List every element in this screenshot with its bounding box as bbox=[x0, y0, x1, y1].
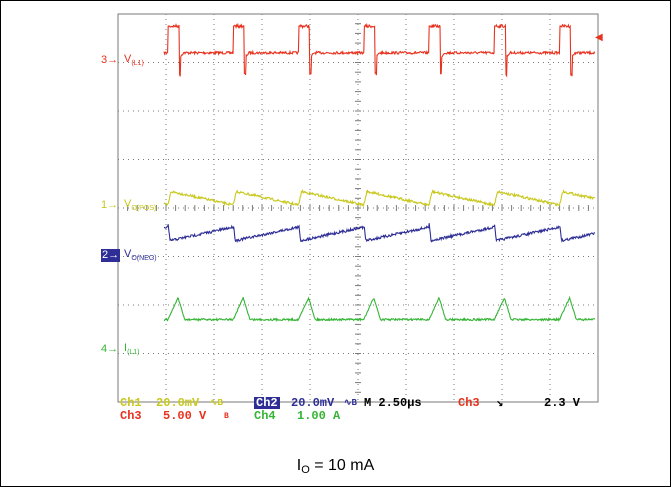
ch3-readout-scale: 5.00 V bbox=[163, 409, 207, 423]
trigger-slope-icon: ↘ bbox=[496, 396, 504, 410]
ch2-readout-name: Ch2 bbox=[254, 396, 280, 410]
ch4-marker: 4→ bbox=[101, 343, 119, 355]
ch3-waveform bbox=[163, 22, 596, 78]
ch1-marker: 1→ bbox=[101, 199, 119, 211]
figure-caption: IO = 10 mA bbox=[296, 457, 375, 476]
ch2-readout-scale: 20.0mV bbox=[291, 396, 335, 410]
ch2-marker: 2→ bbox=[101, 249, 121, 262]
ch2-coupling-glyph: ∿B bbox=[344, 398, 357, 408]
ch2-waveform bbox=[163, 223, 595, 243]
scope-readout: Ch1 20.0mV ∿B Ch2 20.0mV ∿B M 2.50µs Ch3… bbox=[118, 397, 598, 427]
ch1-waveform bbox=[163, 188, 596, 208]
ch4-readout-name: Ch4 bbox=[254, 409, 276, 423]
ch4-waveform bbox=[163, 295, 596, 323]
ch4-label: I(L1) bbox=[124, 342, 140, 356]
ch3-readout-name: Ch3 bbox=[120, 409, 142, 423]
ch4-readout-scale: 1.00 A bbox=[297, 409, 341, 423]
trigger-level-marker: ◀ bbox=[595, 32, 603, 43]
ch3-coupling-glyph: B bbox=[224, 412, 229, 421]
timebase-readout: M 2.50µs bbox=[364, 396, 422, 410]
ch3-marker: 3→ bbox=[101, 54, 119, 66]
ch1-readout-scale: 20.0mV bbox=[156, 396, 200, 410]
ch3-label: V(L1) bbox=[124, 53, 144, 67]
ch1-readout-name: Ch1 bbox=[120, 396, 142, 410]
ch1-coupling-glyph: ∿B bbox=[210, 398, 223, 408]
trigger-source-readout: Ch3 bbox=[458, 396, 480, 410]
ch1-label: VO(POS) bbox=[124, 198, 157, 212]
trigger-level-readout: 2.3 V bbox=[544, 396, 581, 410]
ch2-label: VO(NEG) bbox=[124, 248, 157, 262]
